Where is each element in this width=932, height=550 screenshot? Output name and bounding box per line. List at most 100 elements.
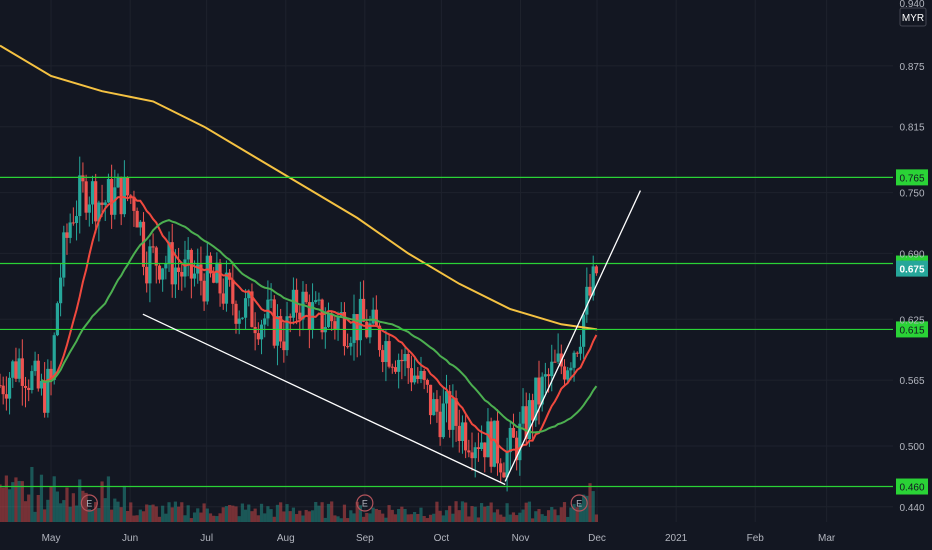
volume-bar bbox=[132, 515, 136, 522]
candle-body bbox=[422, 370, 426, 380]
volume-bar bbox=[243, 509, 248, 522]
candle-body bbox=[374, 309, 378, 326]
volume-bar bbox=[384, 517, 388, 522]
candle-body bbox=[540, 376, 544, 405]
candle-body bbox=[438, 411, 442, 438]
volume-bar bbox=[301, 515, 305, 522]
price-tick-label: 0.500 bbox=[899, 442, 924, 453]
volume-bars bbox=[0, 466, 598, 522]
time-axis-bg bbox=[0, 526, 932, 550]
volume-bar bbox=[304, 509, 308, 522]
candle-body bbox=[326, 313, 331, 328]
candle-body bbox=[231, 279, 235, 304]
volume-bar bbox=[46, 499, 50, 522]
candle-body bbox=[215, 262, 219, 283]
volume-bar bbox=[336, 516, 340, 522]
candle-body bbox=[11, 361, 15, 378]
volume-bar bbox=[543, 515, 547, 522]
candle-body bbox=[36, 360, 40, 389]
volume-bar bbox=[441, 515, 445, 522]
volume-bar bbox=[314, 501, 318, 522]
volume-bar bbox=[4, 475, 8, 522]
volume-bar bbox=[403, 508, 407, 522]
price-axis[interactable]: 0.7650.6800.6150.4600.6750.8750.8150.750… bbox=[893, 0, 932, 550]
volume-bar bbox=[164, 513, 168, 522]
candle-body bbox=[157, 265, 162, 280]
candle-body bbox=[384, 341, 388, 363]
ma-red-line bbox=[40, 195, 598, 454]
volume-bar bbox=[106, 476, 111, 522]
volume-bar bbox=[129, 502, 133, 522]
candle-body bbox=[476, 447, 480, 450]
candle-body bbox=[457, 425, 461, 441]
volume-bar bbox=[365, 512, 369, 522]
volume-bar bbox=[349, 510, 353, 522]
volume-bar bbox=[537, 509, 541, 522]
volume-bar bbox=[495, 509, 500, 522]
volume-bar bbox=[74, 505, 79, 522]
volume-bar bbox=[444, 510, 449, 522]
candle-body bbox=[291, 289, 296, 318]
candle-body bbox=[553, 361, 557, 363]
time-tick-label: Jul bbox=[200, 533, 213, 544]
candle-body bbox=[259, 324, 264, 340]
candle-body bbox=[406, 354, 410, 369]
level-tag: 0.765 bbox=[899, 173, 924, 184]
candle-body bbox=[377, 325, 382, 351]
candle-body bbox=[390, 366, 394, 368]
volume-bar bbox=[122, 485, 126, 522]
volume-bar bbox=[192, 512, 197, 522]
volume-bar bbox=[208, 513, 213, 522]
volume-bar bbox=[177, 506, 181, 522]
volume-bar bbox=[186, 505, 190, 522]
volume-bar bbox=[7, 489, 12, 522]
volume-bar bbox=[269, 509, 273, 522]
volume-bar bbox=[317, 505, 321, 522]
candle-body bbox=[234, 303, 238, 324]
candle-body bbox=[154, 247, 158, 266]
time-tick-label: Mar bbox=[818, 533, 836, 544]
volume-bar bbox=[454, 501, 458, 522]
volume-bar bbox=[138, 509, 142, 522]
volume-bar bbox=[218, 513, 222, 522]
volume-bar bbox=[361, 516, 366, 522]
volume-bar bbox=[110, 509, 114, 522]
candle-body bbox=[489, 421, 493, 467]
volume-bar bbox=[451, 513, 455, 522]
earnings-marker-label: E bbox=[86, 499, 92, 509]
volume-bar bbox=[585, 495, 589, 522]
volume-bar bbox=[298, 510, 302, 522]
candle-body bbox=[90, 181, 95, 205]
candle-body bbox=[393, 367, 398, 372]
volume-bar bbox=[189, 518, 193, 522]
candle-body bbox=[122, 177, 126, 215]
volume-bar bbox=[397, 508, 401, 522]
candle-body bbox=[425, 379, 429, 385]
earnings-marker bbox=[356, 494, 374, 512]
candle-body bbox=[46, 368, 50, 413]
candle-body bbox=[524, 406, 528, 439]
volume-bar bbox=[49, 486, 53, 522]
candle-body bbox=[250, 291, 254, 327]
candle-body bbox=[263, 318, 267, 325]
candle-body bbox=[381, 350, 385, 363]
currency-label: MYR bbox=[902, 13, 924, 24]
volume-bar bbox=[470, 506, 474, 522]
volume-bar bbox=[572, 503, 576, 522]
candle-body bbox=[288, 316, 292, 318]
candle-body bbox=[272, 299, 276, 346]
candle-body bbox=[470, 452, 474, 459]
earnings-marker-label: E bbox=[362, 499, 368, 509]
candle-body bbox=[499, 463, 503, 473]
candle-body bbox=[151, 246, 155, 248]
candle-body bbox=[464, 422, 468, 451]
candle-body bbox=[266, 299, 270, 319]
time-axis[interactable]: May Jun Jul Aug Sep Oct Nov Dec 2021 Feb Mar bbox=[0, 526, 932, 550]
candle-body bbox=[314, 300, 318, 303]
volume-bar bbox=[381, 513, 385, 522]
volume-bar bbox=[339, 518, 343, 522]
volume-bar bbox=[125, 510, 130, 522]
candle-body bbox=[508, 427, 512, 453]
